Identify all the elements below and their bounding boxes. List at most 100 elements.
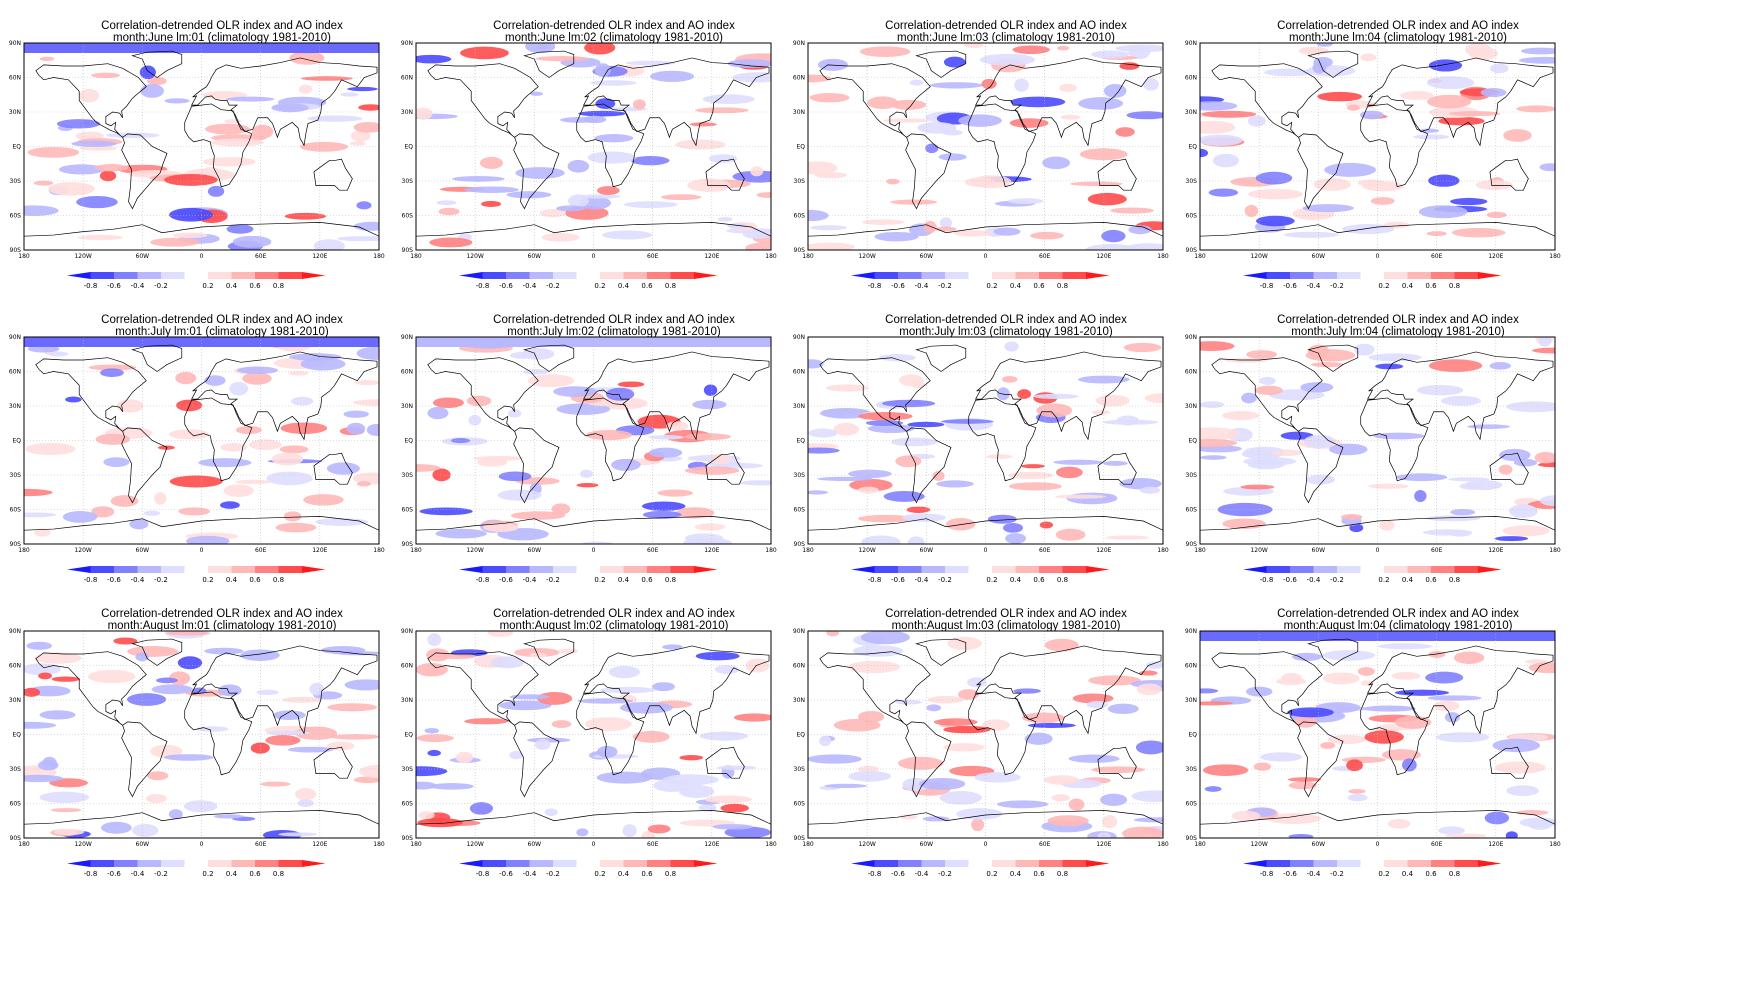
anomaly-blob [808, 242, 855, 250]
colorbar-swatch [1039, 860, 1063, 867]
anomaly-blob [848, 660, 900, 674]
anomaly-blob [265, 735, 301, 746]
anomaly-blob [1375, 363, 1404, 370]
colorbar-swatch [1086, 272, 1110, 279]
anomaly-blob [1428, 650, 1446, 658]
anomaly-blob [1516, 105, 1555, 113]
anomaly-blob [240, 649, 280, 661]
anomaly-blob [1087, 192, 1127, 206]
lat-tick-label: 30N [401, 403, 413, 410]
colorbar-swatch [529, 860, 553, 867]
anomaly-blob [452, 176, 505, 182]
anomaly-blob [956, 808, 1003, 820]
lat-tick-label: EQ [1188, 144, 1197, 151]
anomaly-blob [590, 80, 637, 86]
anomaly-blob [1518, 56, 1555, 64]
colorbar-label: -0.6 [1283, 870, 1297, 878]
map-frame [807, 336, 1164, 545]
map-frame [1199, 630, 1556, 839]
colorbar-swatch [921, 272, 945, 279]
anomaly-blob [353, 122, 379, 133]
colorbar-label: -0.2 [1330, 282, 1344, 290]
coastline [35, 63, 147, 138]
anomaly-blob [1327, 734, 1366, 745]
coastline [1211, 357, 1323, 432]
anomaly-blob [883, 118, 931, 123]
anomaly-blob [450, 438, 470, 444]
colorbar-swatch [921, 860, 945, 867]
lat-tick-label: 90S [402, 835, 414, 842]
anomaly-blob [883, 491, 925, 502]
coastline [1367, 351, 1554, 441]
colorbar-swatch [459, 566, 483, 573]
anomaly-blob [1329, 443, 1368, 456]
anomaly-blob [857, 710, 885, 723]
lat-tick-label: 30N [401, 697, 413, 704]
lon-tick-label: 0 [592, 547, 596, 554]
anomaly-blob [1467, 424, 1511, 429]
lat-tick-label: 60N [793, 75, 805, 82]
anomaly-blob [24, 488, 53, 497]
colorbar-label: 0.4 [1402, 576, 1414, 584]
colorbar-label: 0.8 [1449, 282, 1460, 290]
anomaly-blob [1042, 156, 1071, 170]
anomaly-blob [852, 645, 904, 657]
coastline [1307, 638, 1359, 666]
anomaly-blob [337, 236, 379, 242]
anomaly-blob [204, 375, 226, 386]
lat-tick-label: 60S [794, 801, 806, 808]
anomaly-blob [808, 490, 829, 495]
anomaly-blob [172, 232, 208, 239]
anomaly-blob [1002, 522, 1024, 533]
map-frame [23, 42, 380, 251]
anomaly-blob [808, 209, 829, 222]
lat-tick-label: 60N [9, 369, 21, 376]
coastline [191, 645, 378, 735]
coastline [968, 691, 1037, 776]
coastline [35, 357, 147, 432]
lon-tick-label: 180 [802, 253, 814, 260]
correlation-map: 180 120W 60W 0 60E 120E 180 90N 60N 30N EQ 30S 60S 90… [1185, 628, 1561, 878]
lon-tick-label: 180 [373, 841, 385, 848]
lat-tick-label: 60N [793, 663, 805, 670]
lat-tick-label: 90S [794, 541, 806, 548]
lon-tick-label: 180 [18, 253, 30, 260]
colorbar-swatch [945, 860, 969, 867]
lon-tick-label: 180 [1549, 547, 1561, 554]
anomaly-blob [1070, 181, 1123, 187]
lon-tick-label: 0 [1376, 547, 1380, 554]
colorbar: -0.8 -0.6 -0.4 -0.2 0.2 0.4 0.6 0.8 [459, 566, 718, 584]
anomaly-blob [632, 730, 670, 743]
anomaly-blob [1044, 638, 1079, 652]
colorbar: -0.8 -0.6 -0.4 -0.2 0.2 0.4 0.6 0.8 [1243, 272, 1502, 290]
anomaly-blob [1434, 700, 1460, 712]
colorbar-swatch [1337, 272, 1361, 279]
anomaly-blob [232, 235, 272, 248]
coastline [1200, 516, 1555, 544]
anomaly-blob [679, 754, 704, 761]
anomaly-blob [1394, 689, 1449, 696]
anomaly-blob [720, 803, 750, 813]
colorbar-swatch [1062, 566, 1086, 573]
anomaly-blob [1495, 761, 1546, 774]
coastline [1367, 57, 1554, 147]
lat-tick-label: 30N [793, 697, 805, 704]
anomaly-blob [251, 124, 274, 139]
colorbar-swatch [1478, 860, 1502, 867]
lat-tick-label: EQ [1188, 438, 1197, 445]
anomaly-blob [1379, 520, 1395, 531]
anomaly-blob [313, 239, 345, 250]
anomaly-blob [953, 230, 992, 237]
lon-tick-label: 0 [984, 841, 988, 848]
lat-tick-label: 30N [1185, 697, 1197, 704]
colorbar-swatch [553, 860, 577, 867]
anomaly-blob [435, 528, 487, 539]
colorbar-swatch [1015, 860, 1039, 867]
anomaly-blob [1200, 427, 1240, 441]
anomaly-blob [1126, 111, 1163, 120]
panel-title: Correlation-detrended OLR index and AO i… [493, 314, 735, 326]
colorbar-label: -0.8 [1260, 576, 1274, 584]
colorbar-label: 0.2 [594, 282, 605, 290]
colorbar-swatch [184, 860, 208, 867]
anomaly-blob [353, 221, 379, 231]
